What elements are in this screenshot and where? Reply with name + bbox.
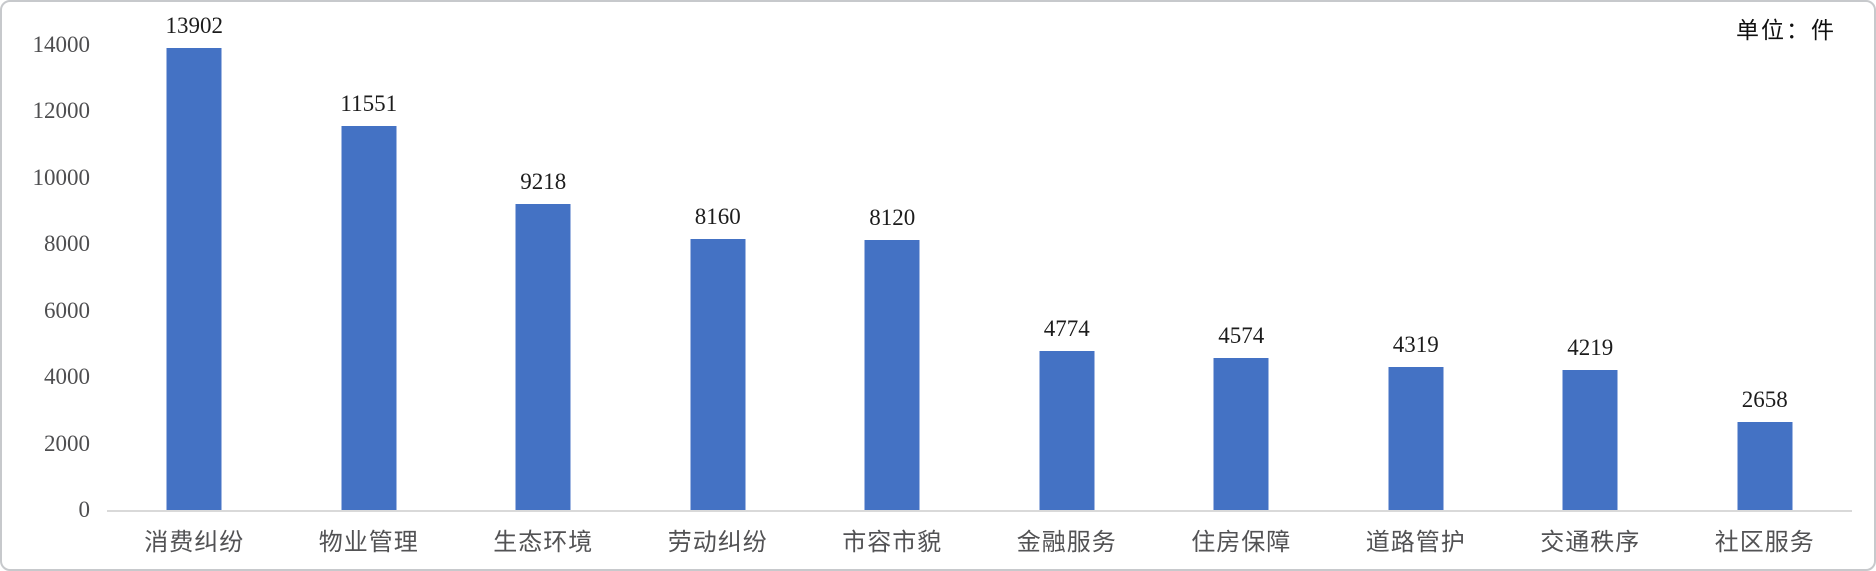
y-tick-label: 10000 (32, 164, 91, 190)
bar-住房保障 (1213, 358, 1269, 510)
bar-value-label: 2658 (1741, 386, 1788, 412)
bar-市容市貌 (864, 240, 920, 510)
category-label: 市容市貌 (842, 530, 943, 556)
bar-value-label: 8160 (694, 203, 741, 229)
unit-label: 单位：件 (1736, 18, 1836, 43)
category-label: 劳动纠纷 (667, 530, 768, 556)
bar-道路管护 (1388, 366, 1444, 510)
bar-slot: 9218 (456, 45, 631, 510)
y-tick-label: 12000 (32, 98, 91, 124)
bar-物业管理 (341, 126, 397, 510)
bars-container: 13902 11551 9218 8160 8120 4774 4574 4319 4219 26… (107, 13, 1853, 510)
y-tick-label: 14000 (32, 32, 91, 57)
x-axis-line (107, 510, 1852, 512)
y-tick-label: 8000 (44, 231, 90, 257)
bar-slot: 4219 (1503, 45, 1678, 510)
bar-slot: 8160 (631, 45, 806, 510)
category-label: 金融服务 (1016, 530, 1117, 556)
category-axis-labels: 消费纠纷 物业管理 生态环境 劳动纠纷 市容市貌 金融服务 住房保障 道路管护 交通秩序 社区服务 (107, 522, 1852, 557)
bar-生态环境 (515, 203, 571, 510)
category-label: 社区服务 (1714, 530, 1815, 556)
bar-value-label: 13902 (165, 13, 224, 39)
bar-slot: 13902 (107, 13, 282, 510)
bar-value-label: 9218 (520, 168, 567, 194)
bar-社区服务 (1737, 421, 1793, 510)
y-tick-label: 4000 (44, 364, 90, 390)
category-label: 物业管理 (318, 530, 419, 556)
bar-value-label: 4574 (1218, 323, 1265, 349)
bar-value-label: 4319 (1392, 331, 1439, 357)
bar-slot: 2658 (1678, 45, 1853, 510)
category-label: 住房保障 (1191, 530, 1292, 556)
bar-交通秩序 (1562, 369, 1618, 510)
bar-slot: 4319 (1329, 45, 1504, 510)
category-label: 生态环境 (493, 530, 594, 556)
plot-area: 13902 11551 9218 8160 8120 4774 4574 4319 4219 26… (107, 13, 1853, 512)
bar-slot: 8120 (805, 45, 980, 510)
category-label: 消费纠纷 (144, 530, 245, 556)
bar-slot: 11551 (282, 45, 457, 510)
y-tick-label: 0 (78, 497, 91, 522)
category-label: 交通秩序 (1540, 530, 1641, 556)
bar-value-label: 4219 (1567, 334, 1614, 360)
bar-slot: 4574 (1154, 45, 1329, 510)
bar-value-label: 8120 (869, 205, 916, 231)
bar-消费纠纷 (166, 48, 222, 510)
bar-value-label: 4774 (1043, 316, 1090, 342)
category-label: 道路管护 (1365, 530, 1466, 556)
bar-slot: 4774 (980, 45, 1155, 510)
y-tick-label: 2000 (44, 430, 90, 456)
bar-value-label: 11551 (340, 91, 398, 117)
bar-金融服务 (1039, 351, 1095, 510)
bar-劳动纠纷 (690, 238, 746, 510)
y-tick-label: 6000 (44, 297, 90, 323)
